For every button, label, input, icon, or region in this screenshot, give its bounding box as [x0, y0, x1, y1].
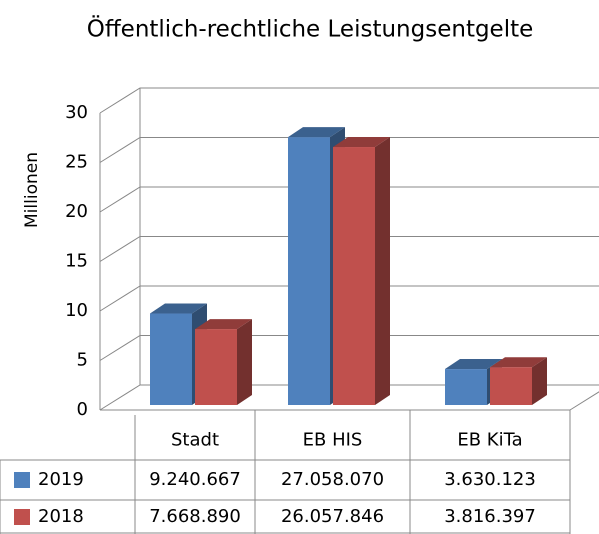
- x-tick-label: EB KiTa: [457, 430, 522, 451]
- table-cell: 26.057.846: [281, 506, 384, 527]
- bar: [333, 137, 390, 405]
- y-axis-label: Millionen: [22, 152, 42, 228]
- y-tick-label: 0: [77, 399, 88, 420]
- bar: [490, 357, 547, 405]
- bar-face: [333, 147, 375, 405]
- floor-edge: [569, 391, 599, 411]
- bar-face: [490, 357, 547, 368]
- chart-title: Öffentlich-rechtliche Leistungsentgelte: [87, 15, 534, 43]
- bar-face: [237, 319, 252, 405]
- x-tick-label: Stadt: [171, 430, 219, 451]
- grid-line: [99, 236, 599, 262]
- legend-label: 2018: [38, 506, 84, 527]
- grid-line: [99, 335, 599, 361]
- x-tick-label: EB HIS: [303, 430, 363, 451]
- table-cell: 7.668.890: [149, 506, 241, 527]
- y-tick-label: 20: [65, 201, 88, 222]
- y-tick-label: 5: [77, 350, 88, 371]
- bar-face: [375, 137, 390, 405]
- legend-label: 2019: [38, 469, 84, 490]
- legend-swatch: [14, 509, 30, 525]
- bar: [195, 319, 252, 405]
- table-cell: 3.630.123: [444, 469, 536, 490]
- bar-face: [150, 313, 192, 405]
- bar-face: [445, 359, 502, 370]
- bar-face: [150, 303, 207, 314]
- table-cell: 27.058.070: [281, 469, 384, 490]
- y-tick-label: 30: [65, 102, 88, 123]
- bar-face: [195, 329, 237, 405]
- bar-face: [490, 367, 532, 405]
- bar-face: [288, 127, 345, 138]
- bar-face: [195, 319, 252, 330]
- table-cell: 9.240.667: [149, 469, 241, 490]
- y-tick-label: 15: [65, 251, 88, 272]
- grid-line: [99, 87, 599, 114]
- legend-swatch: [14, 472, 30, 488]
- bar-face: [333, 137, 390, 148]
- y-tick-label: 25: [65, 152, 88, 173]
- grid-line: [99, 285, 599, 312]
- bar-face: [532, 357, 547, 405]
- table-cell: 3.816.397: [444, 506, 536, 527]
- grid-line: [99, 186, 599, 213]
- grid-line: [99, 137, 599, 163]
- bar-face: [445, 369, 487, 405]
- bar-face: [288, 137, 330, 405]
- y-tick-label: 10: [65, 300, 88, 321]
